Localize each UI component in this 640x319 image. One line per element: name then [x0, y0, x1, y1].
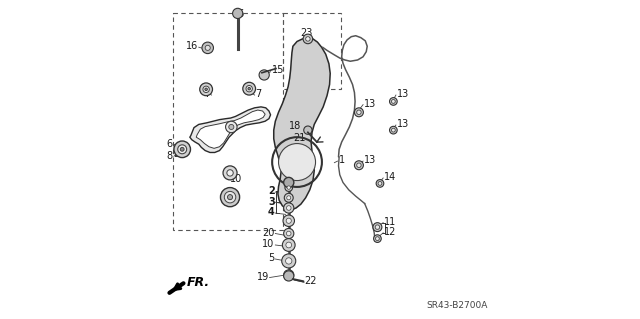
Circle shape: [356, 163, 361, 167]
Text: 2: 2: [268, 186, 275, 197]
Circle shape: [178, 145, 187, 154]
Text: 16: 16: [232, 9, 244, 19]
Circle shape: [225, 121, 237, 133]
Text: 15: 15: [271, 65, 284, 75]
Circle shape: [246, 85, 252, 92]
Text: SR43-B2700A: SR43-B2700A: [426, 301, 488, 310]
Circle shape: [375, 225, 380, 229]
Circle shape: [355, 161, 364, 170]
Circle shape: [284, 203, 294, 213]
Circle shape: [356, 110, 361, 115]
Circle shape: [223, 166, 237, 180]
Circle shape: [259, 70, 269, 80]
Circle shape: [376, 180, 384, 187]
Circle shape: [374, 235, 381, 242]
Polygon shape: [190, 107, 271, 152]
Text: FR.: FR.: [187, 277, 210, 289]
Circle shape: [286, 242, 292, 248]
Circle shape: [306, 37, 310, 41]
Text: 12: 12: [384, 227, 396, 237]
Circle shape: [227, 170, 233, 176]
Circle shape: [392, 128, 396, 132]
Circle shape: [284, 228, 294, 239]
Text: 7: 7: [255, 89, 262, 99]
Text: 22: 22: [305, 276, 317, 286]
Circle shape: [378, 182, 382, 185]
Circle shape: [205, 88, 207, 91]
Circle shape: [203, 86, 209, 93]
Circle shape: [390, 126, 397, 134]
Circle shape: [304, 126, 312, 134]
Circle shape: [287, 231, 291, 236]
Circle shape: [285, 184, 292, 191]
Text: 10: 10: [262, 239, 275, 249]
Circle shape: [180, 147, 184, 151]
Text: 3: 3: [268, 197, 275, 207]
Circle shape: [282, 239, 295, 251]
Circle shape: [227, 195, 232, 200]
Circle shape: [285, 258, 292, 264]
Text: 8: 8: [166, 151, 173, 161]
Circle shape: [303, 34, 313, 44]
Circle shape: [205, 45, 211, 50]
Circle shape: [282, 254, 296, 268]
Circle shape: [287, 206, 291, 210]
Text: 13: 13: [364, 99, 376, 109]
Circle shape: [283, 215, 294, 226]
Text: 16: 16: [186, 41, 198, 51]
Circle shape: [200, 83, 212, 96]
Text: 13: 13: [397, 119, 410, 130]
Text: 5: 5: [268, 253, 275, 263]
Text: 13: 13: [397, 89, 410, 99]
Circle shape: [287, 196, 291, 200]
Text: 9: 9: [233, 195, 239, 205]
Text: 13: 13: [364, 155, 376, 165]
Circle shape: [355, 108, 364, 117]
Circle shape: [224, 191, 236, 203]
Text: 1: 1: [339, 155, 344, 165]
Text: 20: 20: [262, 228, 275, 238]
Text: 10: 10: [230, 174, 243, 184]
Circle shape: [392, 100, 396, 103]
Polygon shape: [274, 38, 330, 210]
Circle shape: [278, 144, 316, 181]
Circle shape: [284, 177, 294, 188]
Circle shape: [220, 188, 239, 207]
Text: 7: 7: [205, 89, 211, 99]
Text: 4: 4: [268, 207, 275, 217]
Circle shape: [286, 218, 291, 223]
Circle shape: [284, 271, 294, 281]
Circle shape: [243, 82, 255, 95]
Text: 18: 18: [289, 121, 301, 131]
Circle shape: [376, 237, 380, 241]
Circle shape: [284, 270, 294, 280]
Text: 17: 17: [220, 124, 232, 134]
Text: 21: 21: [293, 133, 305, 143]
Circle shape: [232, 8, 243, 19]
Polygon shape: [196, 110, 265, 148]
Circle shape: [228, 124, 234, 130]
Text: 11: 11: [384, 217, 396, 227]
Circle shape: [287, 273, 291, 277]
Circle shape: [248, 87, 250, 90]
Circle shape: [373, 223, 382, 232]
Circle shape: [287, 186, 291, 189]
Circle shape: [202, 42, 214, 54]
Text: 6: 6: [166, 138, 173, 149]
Circle shape: [284, 193, 293, 202]
Circle shape: [174, 141, 191, 158]
Text: 23: 23: [300, 28, 313, 39]
Text: 19: 19: [257, 272, 269, 282]
Circle shape: [390, 98, 397, 105]
Text: 14: 14: [384, 172, 396, 182]
